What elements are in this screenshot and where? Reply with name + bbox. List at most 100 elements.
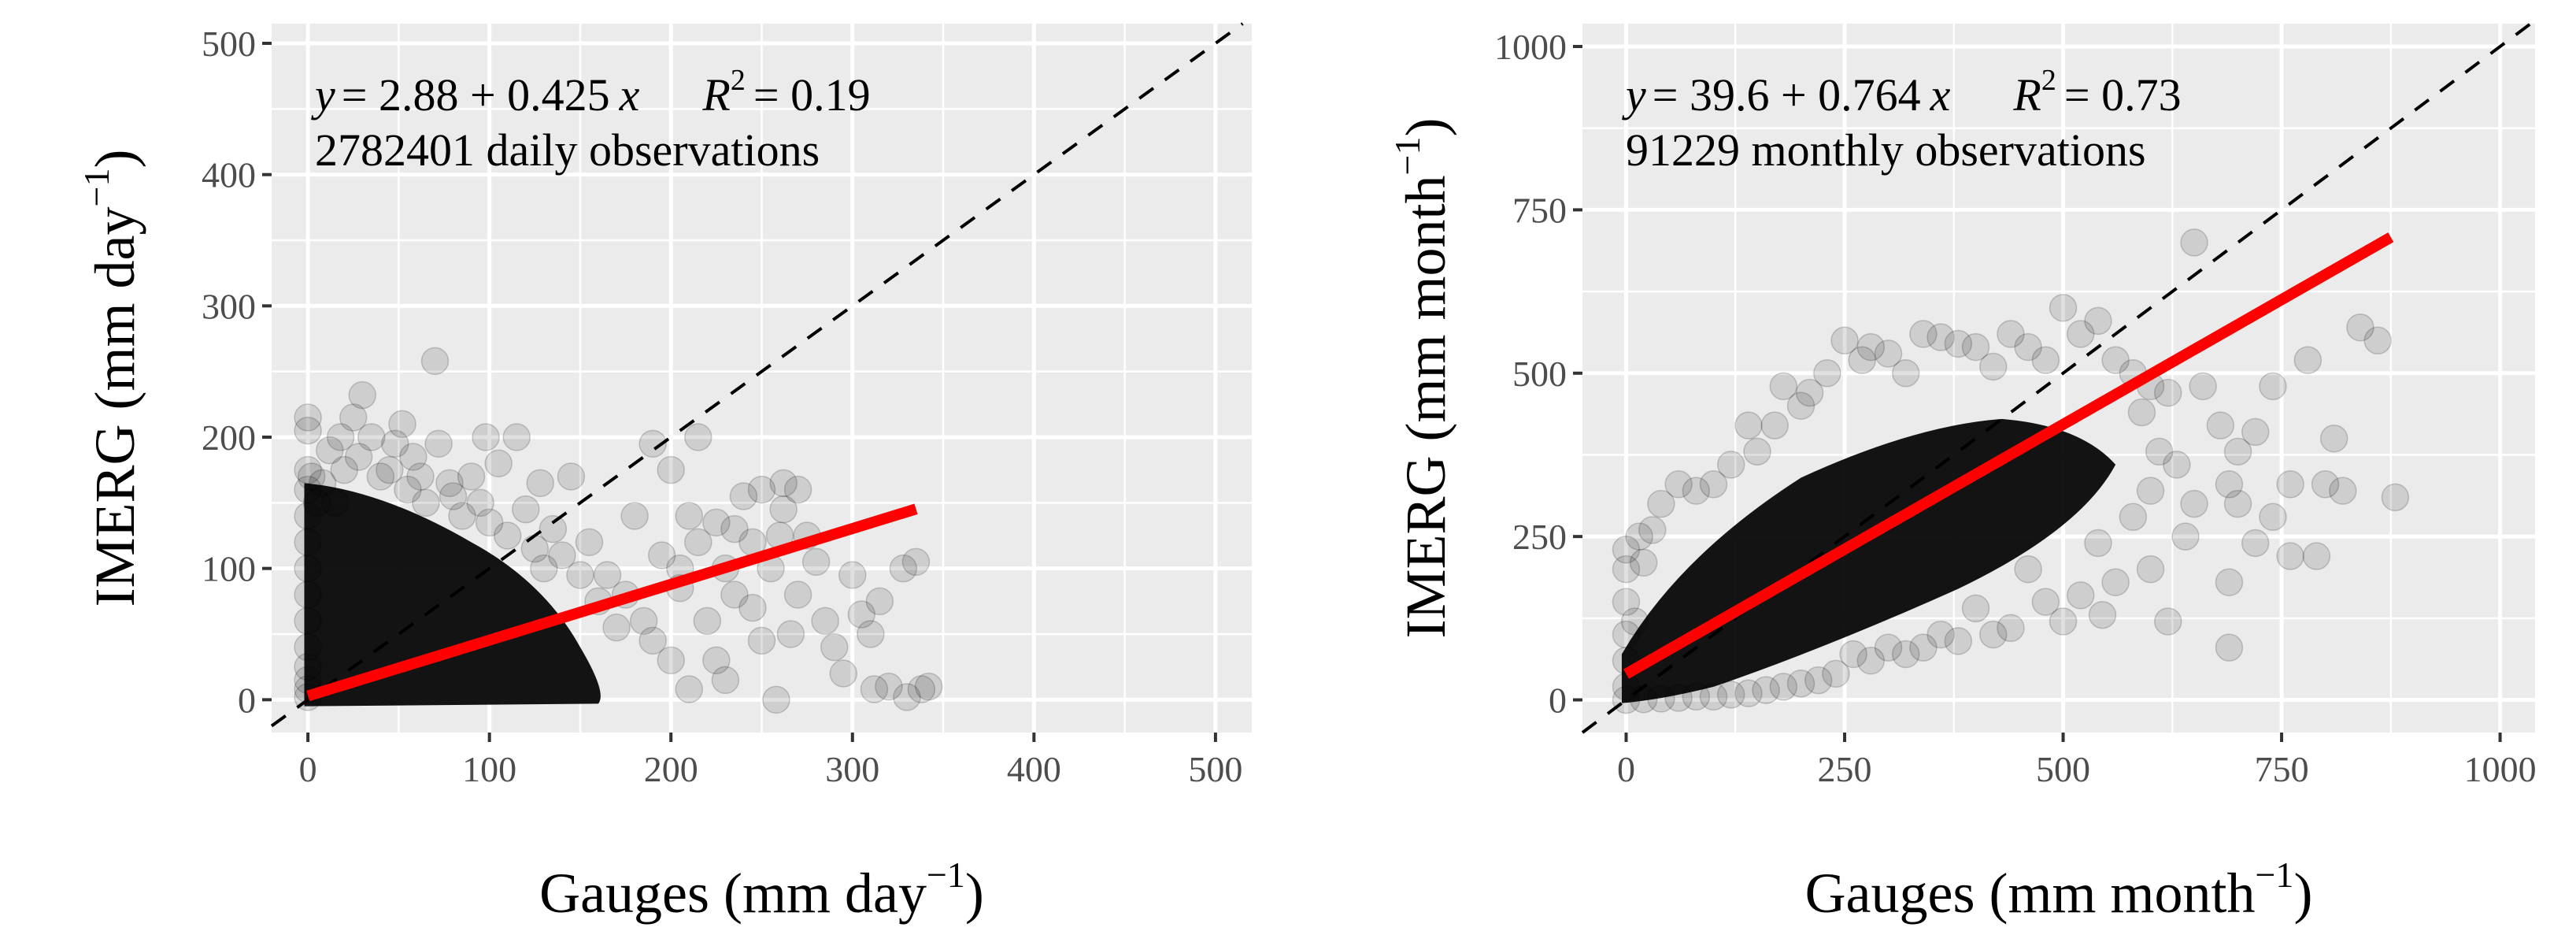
scatter-point xyxy=(1716,451,1745,479)
scatter-point xyxy=(1856,647,1886,675)
scatter-point xyxy=(512,495,540,524)
left-y-title-base: IMERG (mm day xyxy=(83,207,146,607)
scatter-point xyxy=(1997,320,2025,348)
x-tick-label: 0 xyxy=(299,749,317,789)
scatter-point xyxy=(1786,670,1815,698)
scatter-point xyxy=(326,423,355,451)
left-x-axis-title: Gauges (mm day−1) xyxy=(539,855,984,925)
scatter-point xyxy=(1629,684,1658,714)
scatter-point xyxy=(801,547,831,577)
scatter-point xyxy=(1813,359,1841,388)
x-tick-label: 500 xyxy=(2036,749,2090,789)
scatter-point xyxy=(2302,542,2331,570)
scatter-point xyxy=(1664,684,1693,712)
scatter-point xyxy=(2241,529,2270,558)
scatter-point xyxy=(1612,588,1641,616)
scatter-point xyxy=(1822,659,1850,688)
scatter-point xyxy=(1961,332,1990,362)
right-observations-annotation: 91229 monthly observations xyxy=(1626,124,2146,176)
scatter-point xyxy=(2241,417,2270,447)
scatter-point xyxy=(1786,391,1815,421)
scatter-point xyxy=(1612,620,1641,649)
left-y-title-sup: −1 xyxy=(76,169,117,207)
scatter-point xyxy=(1769,673,1798,701)
x-tick-label: 250 xyxy=(1818,749,1872,789)
right-dense-point-cloud xyxy=(1621,418,2116,703)
right-x-title-close: ) xyxy=(2293,862,2312,925)
scatter-point xyxy=(2259,503,2287,532)
scatter-point xyxy=(472,423,500,451)
scatter-point xyxy=(1795,378,1824,407)
y-tick-label: 0 xyxy=(238,680,256,720)
right-y-ticks: 0 250 500 750 1000 xyxy=(1494,27,1582,721)
scatter-point xyxy=(2180,489,2208,518)
scatter-point xyxy=(1856,332,1886,362)
scatter-point xyxy=(1891,359,1920,388)
scatter-point xyxy=(412,488,440,518)
x-tick-label: 300 xyxy=(825,749,879,789)
x-tick-label: 200 xyxy=(644,749,698,789)
scatter-point xyxy=(620,502,649,530)
scatter-point xyxy=(1978,352,2008,381)
scatter-point xyxy=(2154,378,2182,407)
scatter-point xyxy=(406,462,435,491)
scatter-point xyxy=(439,482,468,510)
scatter-point xyxy=(1830,326,1859,355)
scatter-point xyxy=(647,541,676,569)
scatter-point xyxy=(366,462,395,491)
scatter-point xyxy=(1874,339,1903,368)
x-tick-label: 0 xyxy=(1617,749,1635,789)
x-tick-label: 500 xyxy=(1188,749,1242,789)
scatter-point xyxy=(2136,477,2165,505)
scatter-point xyxy=(294,554,322,583)
scatter-point xyxy=(747,626,776,655)
scatter-point xyxy=(484,449,513,478)
scatter-point xyxy=(2189,372,2217,401)
scatter-point xyxy=(875,672,903,701)
scatter-point xyxy=(720,581,749,609)
scatter-point xyxy=(2119,503,2148,532)
scatter-point xyxy=(2031,346,2060,374)
scatter-point xyxy=(747,475,776,504)
scatter-point xyxy=(820,633,849,662)
scatter-point xyxy=(2031,588,2060,616)
scatter-point xyxy=(657,455,685,484)
scatter-point xyxy=(893,683,921,711)
scatter-point xyxy=(316,436,344,465)
scatter-point xyxy=(557,462,586,491)
scatter-point xyxy=(2223,437,2252,466)
scatter-point xyxy=(294,416,322,445)
left-identity-line xyxy=(270,22,1244,728)
scatter-point xyxy=(1926,620,1955,649)
left-scatter-panel: 0 100 200 300 400 500 0 100 200 300 400 500 y = 2.8… xyxy=(76,22,1252,925)
scatter-point xyxy=(435,469,464,498)
y-tick-label: 500 xyxy=(1512,354,1567,394)
scatter-point xyxy=(738,593,767,622)
left-observations-annotation: 2782401 daily observations xyxy=(315,124,820,176)
scatter-point xyxy=(348,380,377,410)
scatter-point xyxy=(344,443,373,471)
y-tick-label: 1000 xyxy=(1494,27,1567,67)
scatter-point xyxy=(901,547,931,577)
scatter-point xyxy=(357,423,386,451)
scatter-point xyxy=(539,514,568,543)
scatter-point xyxy=(294,502,322,530)
y-tick-label: 500 xyxy=(202,24,256,64)
y-tick-label: 750 xyxy=(1512,190,1567,230)
right-y-axis-title: IMERG (mm month−1) xyxy=(1387,118,1457,639)
scatter-point xyxy=(294,633,322,662)
scatter-point xyxy=(2381,483,2410,512)
right-r-sup: 2 xyxy=(2041,64,2056,97)
right-y-title-base: IMERG (mm month xyxy=(1394,175,1457,638)
right-x-ticks: 0 250 500 750 1000 xyxy=(1617,733,2537,789)
scatter-point xyxy=(783,581,812,609)
x-tick-label: 750 xyxy=(2255,749,2309,789)
right-scatter-panel: 0 250 500 750 1000 0 250 500 750 1000 y = 39.6 + … xyxy=(1387,22,2537,925)
scatter-point xyxy=(602,613,631,642)
scatter-point xyxy=(330,455,358,484)
scatter-point xyxy=(2145,437,2174,466)
scatter-point xyxy=(2101,568,2130,596)
left-x-title-sup: −1 xyxy=(927,855,965,895)
scatter-point xyxy=(502,423,531,451)
